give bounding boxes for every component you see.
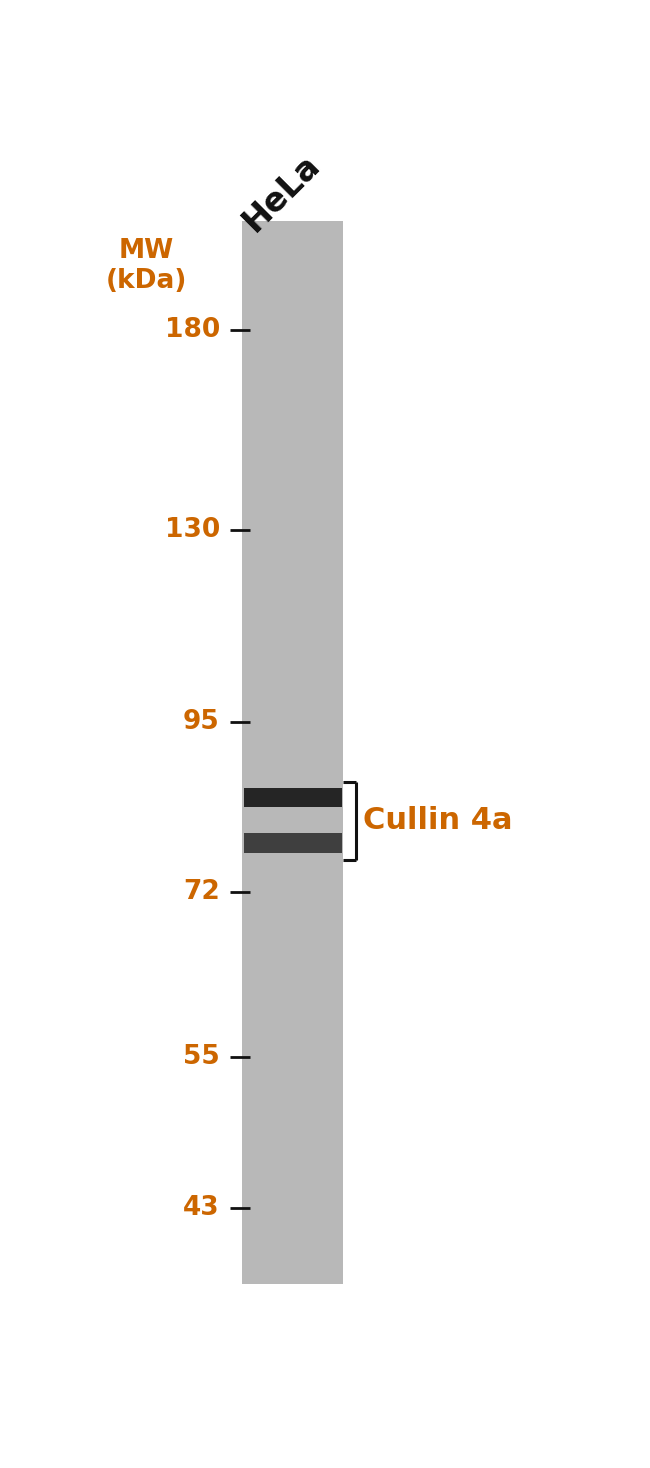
Bar (244, 834, 342, 853)
Bar (244, 788, 342, 807)
Text: MW
(kDa): MW (kDa) (106, 238, 187, 294)
Text: 55: 55 (183, 1044, 220, 1070)
Text: HeLa: HeLa (236, 148, 326, 238)
Text: 43: 43 (183, 1195, 220, 1221)
Text: 130: 130 (164, 517, 220, 543)
Text: 95: 95 (183, 709, 220, 735)
Text: Cullin 4a: Cullin 4a (363, 806, 513, 835)
Bar (242, 222, 343, 1284)
Text: 72: 72 (183, 879, 220, 906)
Text: 180: 180 (164, 317, 220, 344)
